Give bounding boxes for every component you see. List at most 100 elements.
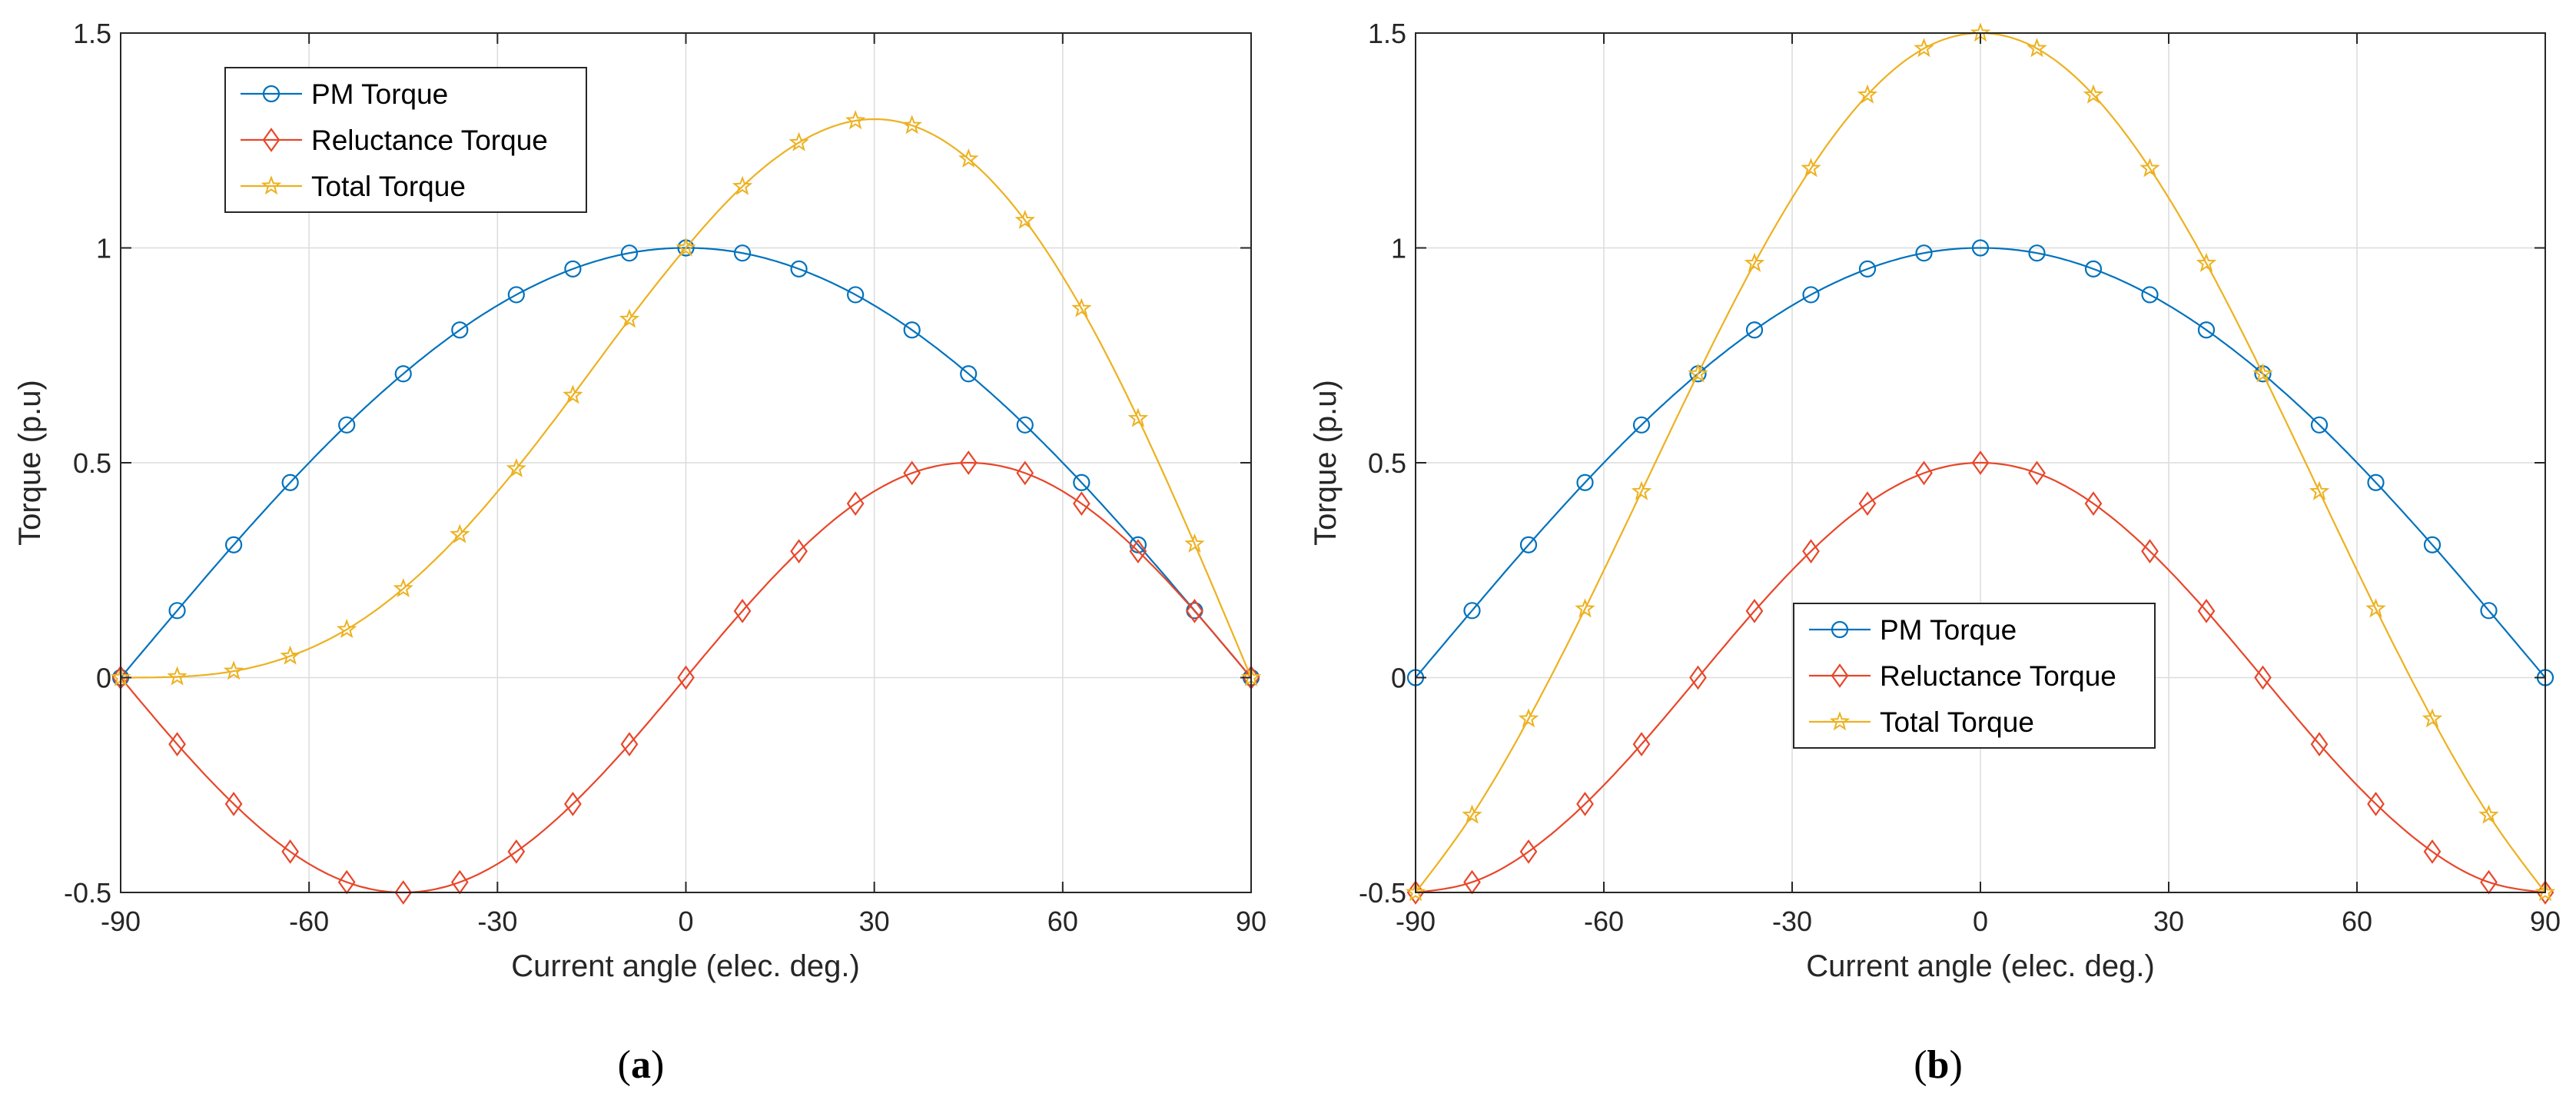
panel-a: -90 -60 -30 0 30 60 90 -0.5 0 0.5 1 1.5 Current ang…: [13, 18, 1266, 1087]
x-tick-label: 30: [859, 906, 890, 937]
data-point-star: [1631, 480, 1652, 500]
data-point-diamond: [224, 791, 243, 816]
data-point-circle: [2423, 536, 2442, 553]
data-point-diamond: [507, 839, 526, 864]
data-point-circle: [1915, 244, 1933, 262]
data-point-circle: [451, 321, 469, 339]
caption-close-a: ): [651, 1043, 664, 1087]
data-point-star: [2252, 363, 2273, 383]
data-point-diamond: [2197, 598, 2216, 623]
data-point-diamond: [1576, 791, 1594, 816]
data-point-circle: [338, 416, 356, 434]
data-point-star: [2139, 158, 2160, 178]
y-tick-label: 1: [1391, 233, 1406, 264]
x-tick-label: -60: [289, 906, 329, 937]
caption-close-b: ): [1949, 1043, 1962, 1087]
data-point-star: [2196, 252, 2217, 272]
y-tick-label: -0.5: [64, 877, 111, 909]
data-point-diamond: [1689, 665, 1707, 690]
data-point-diamond: [1802, 539, 1820, 564]
legend-label: Reluctance Torque: [311, 125, 548, 156]
data-point-diamond: [2310, 732, 2329, 757]
data-point-star: [1462, 804, 1482, 824]
legend-label: Reluctance Torque: [1880, 660, 2116, 692]
data-point-star: [1914, 38, 1934, 58]
data-point-circle: [1016, 416, 1034, 434]
y-tick-label: 1: [96, 233, 111, 264]
data-point-star: [167, 666, 188, 686]
data-point-diamond: [1632, 732, 1651, 757]
data-point-diamond: [1915, 460, 1933, 486]
data-point-circle: [564, 260, 582, 277]
data-point-diamond: [1072, 491, 1090, 516]
data-point-star: [1405, 882, 1426, 902]
legend-label: Total Torque: [1880, 706, 2034, 738]
data-point-diamond: [1406, 880, 1425, 905]
series-line-diamond: [1415, 461, 2546, 894]
data-point-circle: [507, 286, 525, 304]
data-point-diamond: [1971, 450, 1990, 475]
data-point-diamond: [2084, 491, 2103, 516]
data-point-star: [732, 175, 753, 195]
data-point-star: [2478, 804, 2499, 824]
data-point-star: [506, 457, 527, 478]
data-point-circle: [733, 244, 752, 262]
y-tick-label: 0: [1391, 663, 1406, 694]
data-point-diamond: [2028, 460, 2046, 486]
caption-open-b: (: [1914, 1043, 1927, 1087]
y-tick-label: -0.5: [1359, 877, 1406, 909]
ticks-a: [120, 32, 1252, 893]
legend-marker-diamond: [1831, 663, 1849, 688]
legend-label: Total Torque: [311, 171, 466, 202]
legend-marker-diamond: [262, 128, 281, 152]
x-tick-label: -30: [477, 906, 517, 937]
data-point-star: [1801, 158, 1821, 178]
data-point-diamond: [1016, 460, 1034, 486]
data-point-circle: [1971, 239, 1990, 257]
data-point-circle: [1858, 260, 1877, 277]
y-tick-label: 0.5: [73, 447, 111, 479]
caption-a: (a): [618, 1043, 665, 1087]
legend-a: PM Torque Reluctance Torque Total Torque: [224, 67, 587, 213]
data-point-star: [1184, 533, 1205, 553]
data-point-star: [336, 619, 357, 639]
data-point-star: [2535, 882, 2556, 902]
caption-letter-b: b: [1927, 1043, 1950, 1087]
data-point-circle: [1802, 286, 1820, 304]
data-point-star: [1127, 407, 1149, 427]
data-point-diamond: [1519, 839, 1538, 864]
data-point-circle: [2141, 286, 2159, 304]
legend-marker-star: [261, 175, 282, 195]
data-point-diamond: [620, 732, 639, 757]
caption-b: (b): [1914, 1043, 1963, 1087]
caption-open-a: (: [618, 1043, 631, 1087]
y-tick-label: 1.5: [73, 18, 111, 49]
data-point-star: [1071, 297, 1092, 317]
panel-b: -90 -60 -30 0 30 60 90 -0.5 0 0.5 1 1.5 Current ang…: [1309, 18, 2561, 1087]
data-point-star: [2422, 708, 2443, 728]
x-axis-label-b: Current angle (elec. deg.): [1806, 949, 2155, 983]
data-point-star: [1575, 598, 1595, 618]
data-point-star: [280, 645, 300, 665]
data-point-star: [788, 131, 809, 151]
legend-marker-circle: [262, 85, 281, 103]
data-point-circle: [903, 321, 921, 339]
data-point-star: [619, 308, 640, 328]
tick-labels-b: -90 -60 -30 0 30 60 90 -0.5 0 0.5 1 1.5: [1359, 18, 2561, 937]
legend-marker-circle: [1831, 620, 1849, 639]
data-point-diamond: [677, 665, 695, 690]
x-tick-label: 90: [2530, 906, 2561, 937]
data-point-star: [1688, 363, 1708, 383]
data-point-star: [2365, 598, 2386, 618]
data-point-circle: [1632, 416, 1651, 434]
data-point-star: [450, 523, 470, 543]
data-point-diamond: [2536, 880, 2554, 905]
data-point-diamond: [168, 732, 186, 757]
data-point-diamond: [733, 598, 752, 623]
data-point-circle: [281, 474, 299, 491]
data-point-diamond: [1129, 539, 1147, 564]
data-point-star: [901, 115, 922, 135]
y-tick-label: 1.5: [1368, 18, 1406, 49]
data-point-diamond: [281, 839, 300, 864]
data-point-circle: [1519, 536, 1538, 553]
